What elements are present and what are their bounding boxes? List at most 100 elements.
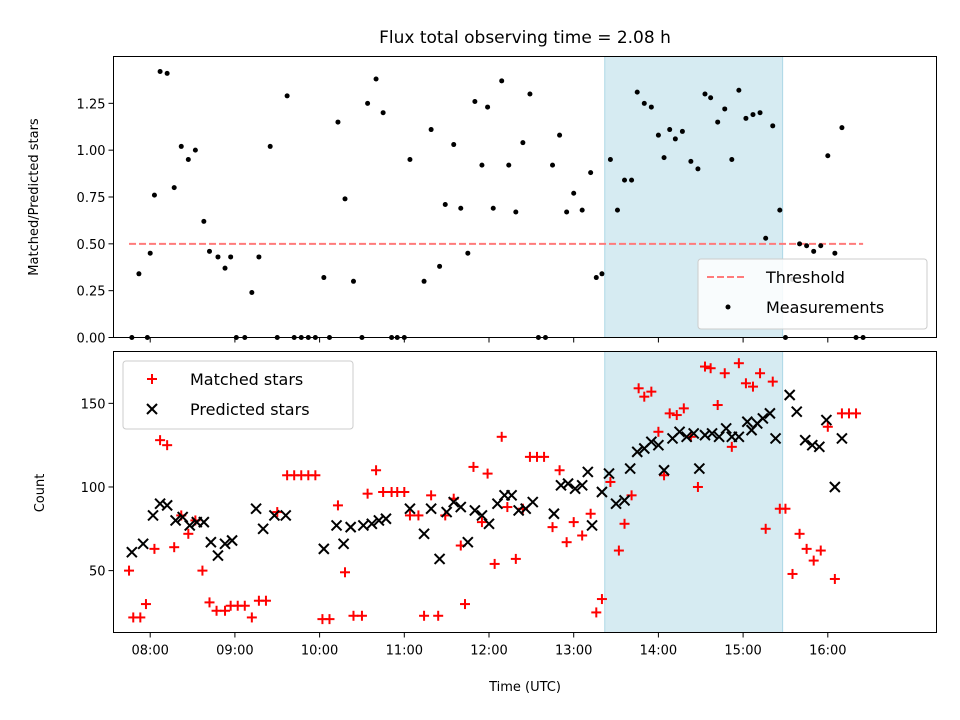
matched-star-point	[554, 465, 565, 476]
measurement-point	[695, 166, 701, 172]
matched-star-point	[204, 597, 215, 608]
measurement-point	[579, 207, 585, 213]
top-chart-title: Flux total observing time = 2.08 h	[379, 28, 671, 48]
predicted-star-points	[126, 389, 848, 565]
matched-star-point	[568, 517, 579, 528]
predicted-star-point	[624, 462, 636, 475]
measurement-point	[641, 100, 647, 106]
matched-star-point	[653, 426, 664, 437]
top-y-tick-label: 0.00	[77, 332, 106, 347]
predicted-star-point	[126, 546, 138, 558]
measurement-point	[520, 140, 526, 146]
top-y-tick-label: 1.00	[77, 144, 106, 159]
measurement-point	[614, 207, 620, 213]
matched-star-point	[371, 465, 382, 476]
bottom-x-tick-label: 12:00	[470, 644, 507, 659]
predicted-star-point	[169, 514, 182, 527]
bottom-y-ticks: 50 100 150	[81, 397, 114, 580]
measurement-point	[571, 190, 577, 196]
matched-star-point	[815, 545, 826, 556]
predicted-star-point	[603, 467, 615, 480]
predicted-star-point	[184, 519, 196, 532]
legend-measurements-label: Measurements	[766, 298, 884, 317]
measurement-point	[442, 201, 448, 207]
measurement-point	[736, 87, 742, 93]
predicted-star-point	[652, 439, 665, 451]
matched-star-point	[801, 543, 812, 554]
matched-star-point	[633, 383, 644, 394]
measurement-point	[818, 243, 824, 249]
predicted-star-point	[219, 538, 231, 550]
top-axes-frame	[113, 56, 937, 338]
bottom-y-tick-label: 50	[89, 565, 106, 580]
predicted-star-point	[318, 543, 330, 555]
measurement-point	[729, 157, 735, 163]
matched-star-point	[619, 518, 630, 529]
matched-star-point	[664, 408, 675, 419]
predicted-star-point	[783, 389, 796, 401]
predicted-star-point	[799, 434, 811, 446]
matched-star-point	[747, 381, 758, 392]
measurement-point	[151, 192, 157, 198]
matched-star-point	[740, 378, 751, 389]
bottom-y-axis-label: Count	[33, 474, 48, 513]
measurement-point	[588, 170, 594, 176]
measurement-point	[228, 254, 234, 260]
measurement-point	[164, 70, 170, 76]
measurement-points	[129, 68, 866, 340]
measurement-point	[811, 248, 817, 254]
matched-star-point	[561, 537, 572, 548]
measurement-point	[661, 155, 667, 161]
bottom-x-tick-label: 11:00	[386, 644, 423, 659]
matched-star-point	[646, 386, 657, 397]
measurement-point	[178, 143, 184, 149]
predicted-star-point	[455, 501, 467, 513]
bottom-y-tick-label: 150	[81, 397, 106, 412]
predicted-star-point	[687, 427, 700, 440]
matched-star-point	[787, 568, 798, 579]
measurement-point	[472, 98, 478, 104]
measurement-point	[136, 271, 142, 277]
matched-star-point	[829, 573, 840, 584]
matched-star-point	[659, 470, 670, 481]
predicted-star-point	[813, 441, 826, 453]
predicted-star-point	[344, 521, 357, 533]
matched-star-point	[310, 470, 321, 481]
matched-star-point	[460, 599, 471, 610]
predicted-star-point	[720, 422, 732, 435]
matched-star-point	[197, 565, 208, 576]
legend-predicted-label: Predicted stars	[190, 400, 310, 419]
top-y-tick-label: 0.50	[77, 238, 106, 253]
measurement-point	[557, 132, 563, 138]
predicted-star-point	[161, 499, 173, 512]
predicted-star-point	[147, 509, 159, 522]
measurement-point	[267, 143, 273, 149]
matched-star-point	[426, 490, 437, 501]
matched-star-point	[705, 363, 716, 374]
matched-star-point	[699, 361, 710, 372]
measurement-point	[321, 275, 327, 281]
measurement-point	[622, 177, 628, 183]
predicted-star-point	[673, 426, 686, 438]
measurement-point	[743, 115, 749, 121]
matched-star-point	[362, 488, 373, 499]
predicted-star-point	[280, 509, 292, 522]
matched-star-point	[577, 530, 588, 541]
legend-matched-swatch	[147, 374, 157, 384]
measurement-point	[335, 119, 341, 125]
predicted-star-point	[769, 432, 782, 445]
matched-star-point	[767, 376, 778, 387]
matched-star-point	[476, 517, 487, 528]
measurement-point	[702, 91, 708, 97]
bottom-x-tick-label: 15:00	[724, 644, 761, 659]
measurement-point	[222, 265, 228, 271]
bottom-x-tick-label: 14:00	[640, 644, 677, 659]
measurement-point	[672, 136, 678, 142]
matched-star-point	[671, 410, 682, 421]
measurement-point	[157, 68, 163, 74]
bottom-x-axis-label: Time (UTC)	[488, 680, 561, 695]
top-y-ticks: 0.00 0.25 0.50 0.75 1.00 1.25	[77, 97, 114, 347]
predicted-star-point	[645, 436, 658, 448]
predicted-star-point	[764, 407, 776, 420]
bottom-x-tick-label: 09:00	[216, 644, 253, 659]
